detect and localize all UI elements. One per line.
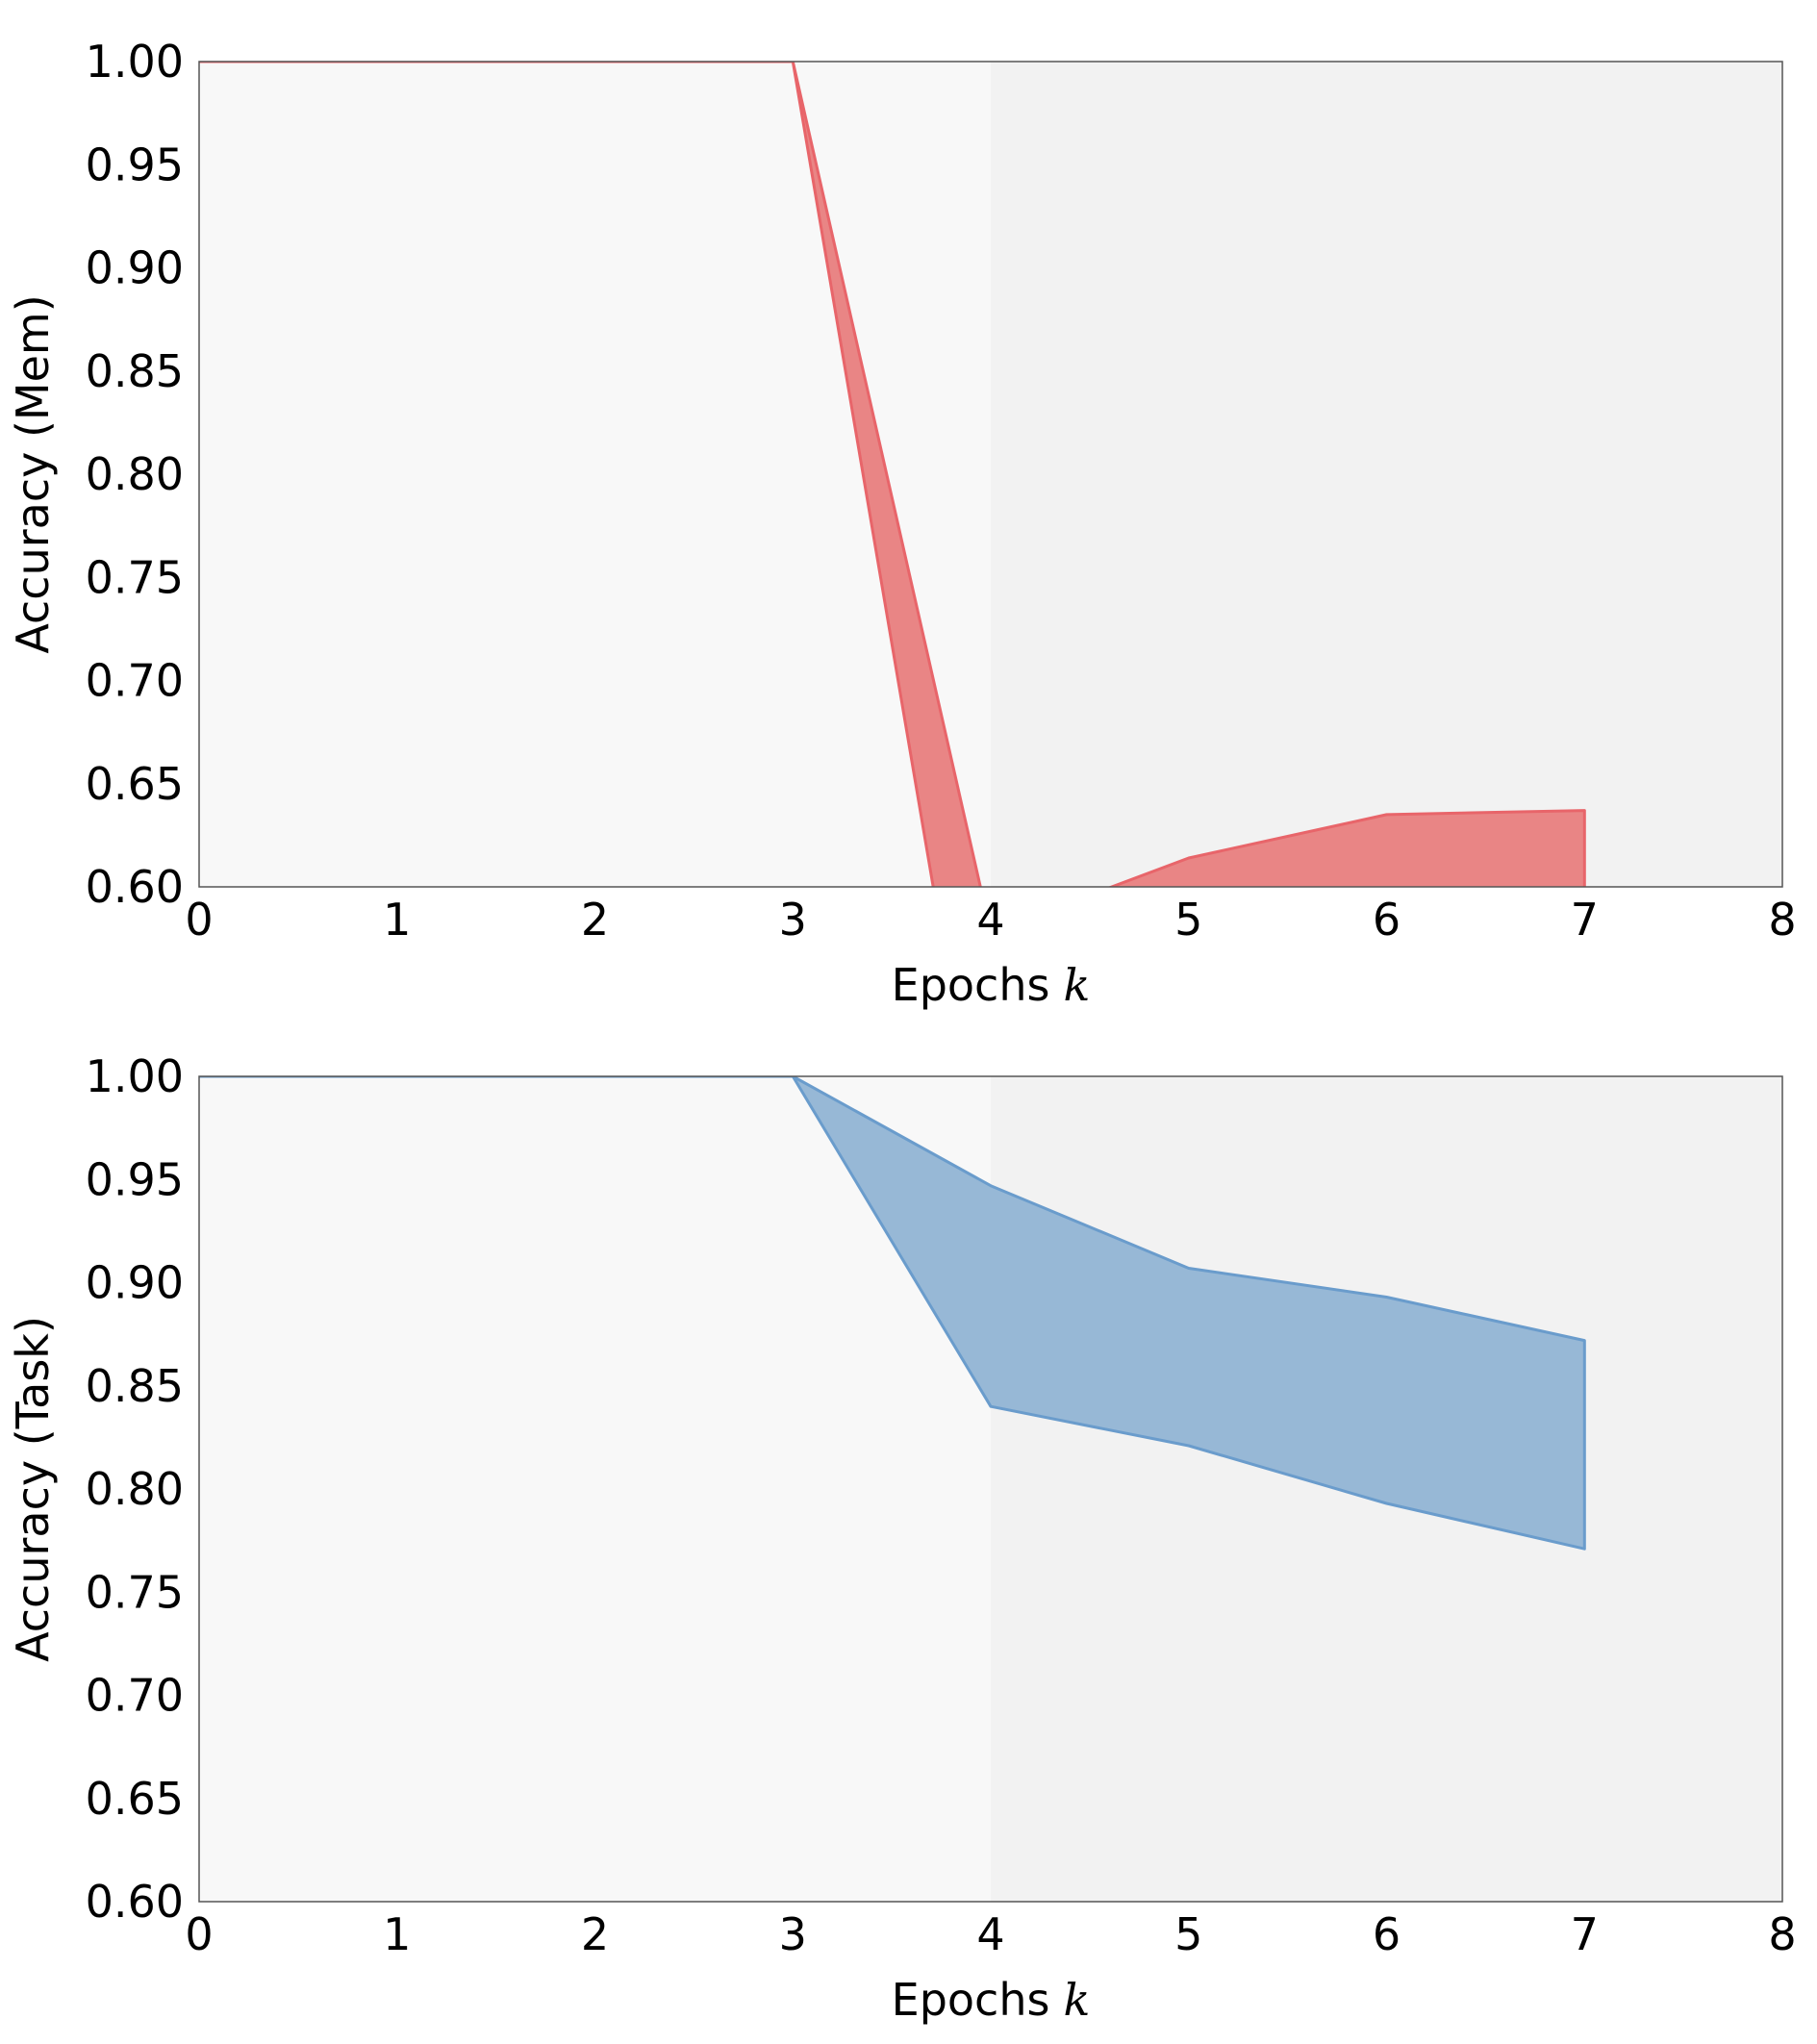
y-tick-label: 0.80 bbox=[86, 448, 184, 500]
x-axis-label-text: Epochs bbox=[892, 1974, 1050, 2026]
x-axis-label-text: Epochs bbox=[892, 959, 1050, 1011]
x-tick-label: 0 bbox=[185, 1908, 213, 1960]
y-tick-label: 0.80 bbox=[86, 1463, 184, 1515]
shaded-region bbox=[991, 62, 1782, 887]
x-tick-label: 5 bbox=[1174, 894, 1202, 946]
x-axis-label: Epochs k bbox=[892, 959, 1091, 1011]
y-tick-label: 0.85 bbox=[86, 345, 184, 397]
x-axis-label: Epochs k bbox=[892, 1974, 1091, 2026]
y-tick-label: 0.60 bbox=[86, 861, 184, 913]
task-accuracy-chart: 0 1 2 3 4 5 6 7 8 0.60 0.65 0.70 0.75 0.80 0.85 0.90 0.9… bbox=[7, 1050, 1797, 2026]
y-tick-label: 0.75 bbox=[86, 551, 184, 603]
y-tick-label: 1.00 bbox=[86, 1050, 184, 1102]
x-tick-label: 5 bbox=[1174, 1908, 1202, 1960]
y-tick-label: 0.65 bbox=[86, 1773, 184, 1825]
y-tick-label: 0.65 bbox=[86, 758, 184, 810]
x-tick-label: 4 bbox=[976, 1908, 1004, 1960]
x-tick-label: 3 bbox=[779, 894, 807, 946]
x-tick-label: 2 bbox=[581, 1908, 609, 1960]
x-tick-label: 3 bbox=[779, 1908, 807, 1960]
x-tick-label: 0 bbox=[185, 894, 213, 946]
series-band bbox=[199, 1076, 1586, 1551]
y-tick-label: 0.95 bbox=[86, 139, 184, 190]
x-tick-label: 8 bbox=[1768, 894, 1796, 946]
y-tick-label: 0.75 bbox=[86, 1566, 184, 1618]
x-axis-label-variable: k bbox=[1063, 959, 1090, 1011]
x-tick-label: 8 bbox=[1768, 1908, 1796, 1960]
mem-accuracy-chart: 0 1 2 3 4 5 6 7 8 0.60 0.65 0.70 0.75 0.80 0.85 0.90 0.9… bbox=[7, 36, 1797, 1011]
x-tick-label: 1 bbox=[383, 894, 411, 946]
x-axis-label-variable: k bbox=[1063, 1974, 1090, 2026]
y-axis-label: Accuracy (Mem) bbox=[7, 294, 59, 653]
y-tick-label: 0.95 bbox=[86, 1153, 184, 1205]
y-tick-label: 0.90 bbox=[86, 242, 184, 294]
axes-frame bbox=[198, 61, 1783, 888]
y-tick-label: 1.00 bbox=[86, 36, 184, 88]
y-tick-label: 0.85 bbox=[86, 1360, 184, 1412]
axes-frame bbox=[198, 1075, 1783, 1903]
x-tick-label: 7 bbox=[1571, 894, 1599, 946]
x-tick-label: 4 bbox=[976, 894, 1004, 946]
y-tick-label: 0.70 bbox=[86, 1670, 184, 1722]
y-tick-label: 0.60 bbox=[86, 1876, 184, 1928]
y-axis-label: Accuracy (Task) bbox=[7, 1316, 59, 1662]
y-tick-label: 0.70 bbox=[86, 655, 184, 707]
x-tick-label: 1 bbox=[383, 1908, 411, 1960]
y-tick-label: 0.90 bbox=[86, 1257, 184, 1309]
x-tick-label: 2 bbox=[581, 894, 609, 946]
x-tick-label: 6 bbox=[1373, 894, 1401, 946]
x-tick-label: 7 bbox=[1571, 1908, 1599, 1960]
x-tick-label: 6 bbox=[1373, 1908, 1401, 1960]
